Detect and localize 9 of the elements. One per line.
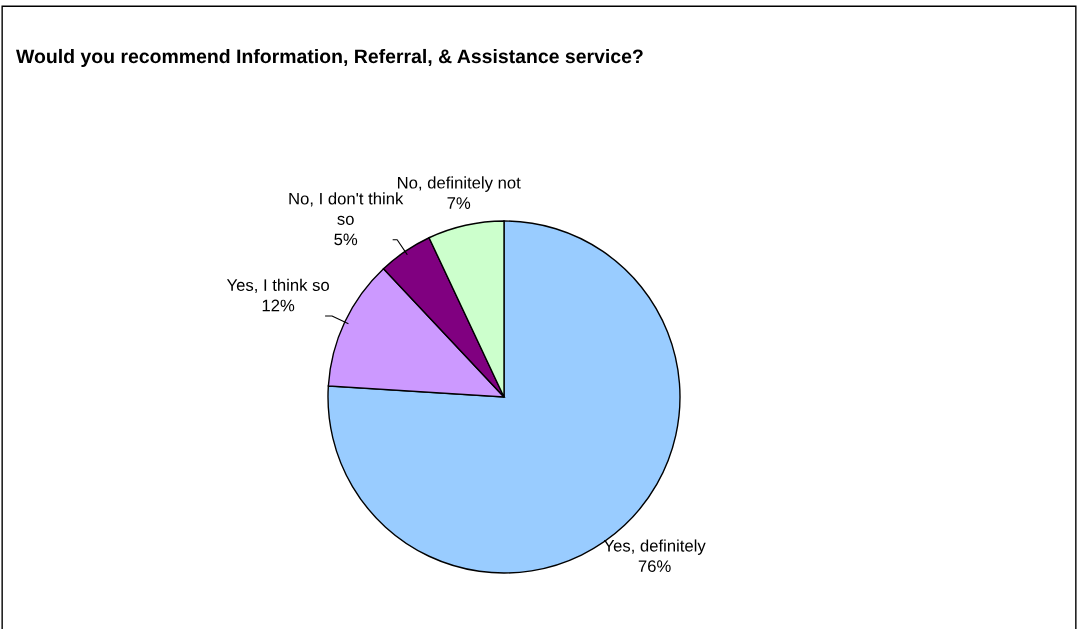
- data-label: 76%: [638, 560, 671, 573]
- slice-label: Yes, I think so: [226, 278, 329, 293]
- slice-label: No, I don't think so: [289, 192, 404, 225]
- data-label: 12%: [262, 299, 295, 312]
- data-label: 5%: [334, 233, 358, 246]
- chart-title: Would you recommend Information, Referral, & Assistance service?: [16, 48, 643, 68]
- slice-label: Yes, definitely: [603, 539, 706, 555]
- data-label: 7%: [447, 197, 471, 209]
- slice-label: No, definitely not: [397, 176, 521, 192]
